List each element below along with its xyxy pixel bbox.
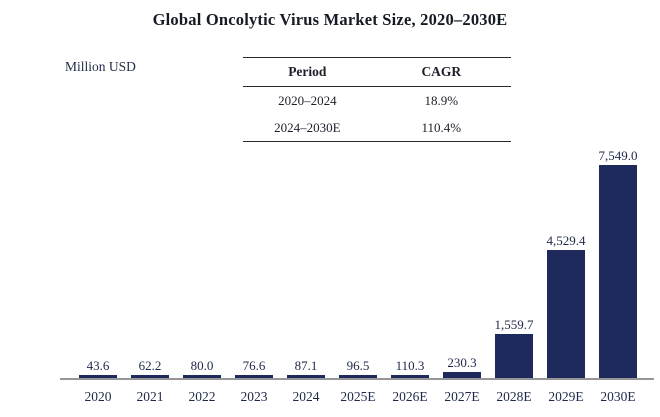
x-tick-label-2025E: 2025E <box>340 389 376 404</box>
x-tick-label-2021: 2021 <box>136 389 164 404</box>
x-tick-label-2020: 2020 <box>84 389 112 404</box>
bar-value-label-2024: 87.1 <box>294 358 318 374</box>
table-row: 2020–2024 18.9% <box>243 87 511 115</box>
cagr-table: Period CAGR 2020–2024 18.9% 2024–2030E 1… <box>243 57 511 142</box>
x-tick-label-2028E: 2028E <box>496 389 532 404</box>
cagr-table-header-row: Period CAGR <box>243 57 511 87</box>
bar-value-label-2025E: 96.5 <box>346 358 370 374</box>
period-cell: 2020–2024 <box>278 92 337 108</box>
x-tick-label-2022: 2022 <box>188 389 216 404</box>
bar-2022 <box>183 375 221 378</box>
x-tick-label-2029E: 2029E <box>548 389 584 404</box>
bar-2028E <box>495 334 533 378</box>
bar-value-label-2029E: 4,529.4 <box>546 233 586 249</box>
x-tick-label-2027E: 2027E <box>444 389 480 404</box>
bar-value-label-2026E: 110.3 <box>395 357 425 373</box>
bar-2024 <box>287 375 325 378</box>
bar-value-label-2028E: 1,559.7 <box>494 317 534 332</box>
bar-2030E <box>599 165 637 378</box>
cagr-cell: 18.9% <box>424 92 459 108</box>
x-tick-label-2024: 2024 <box>292 389 320 404</box>
x-tick-label-2030E: 2030E <box>600 389 636 404</box>
bar-value-label-2023: 76.6 <box>242 358 266 374</box>
bar-2026E <box>391 374 429 378</box>
bar-2027E <box>443 371 481 378</box>
x-axis-line <box>60 377 654 380</box>
bar-value-label-2030E: 7,549.0 <box>598 148 638 163</box>
bar-value-label-2027E: 230.3 <box>447 354 477 370</box>
bar-2025E <box>339 375 377 378</box>
x-tick-label-2023: 2023 <box>240 389 268 404</box>
bar-value-label-2020: 43.6 <box>86 358 110 374</box>
period-cell: 2024–2030E <box>274 119 341 135</box>
cagr-table-header-cagr: CAGR <box>371 57 511 87</box>
cagr-table-header-period: Period <box>243 57 372 87</box>
bar-2023 <box>235 375 273 378</box>
bar-2021 <box>131 375 169 378</box>
bar-2029E <box>547 250 585 378</box>
bar-2020 <box>79 375 117 378</box>
cagr-cell: 110.4% <box>421 119 462 135</box>
chart-title: Global Oncolytic Virus Market Size, 2020… <box>152 10 508 29</box>
bar-value-label-2022: 80.0 <box>190 358 214 374</box>
x-tick-label-2026E: 2026E <box>392 389 428 404</box>
bar-value-label-2021: 62.2 <box>138 358 162 374</box>
y-axis-unit-label: Million USD <box>65 59 136 74</box>
table-row: 2024–2030E 110.4% <box>243 114 511 142</box>
